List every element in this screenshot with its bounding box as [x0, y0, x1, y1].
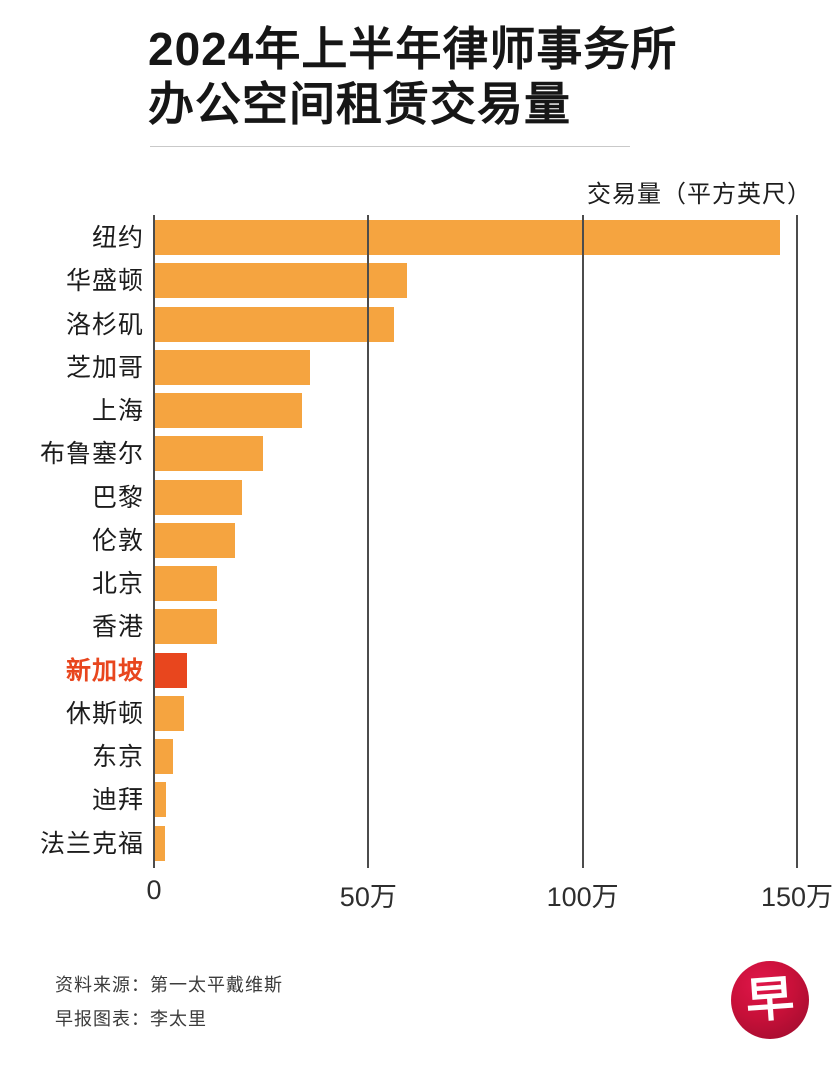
bar — [154, 349, 311, 385]
bar-row-9: 北京 — [92, 566, 812, 601]
category-label: 迪拜 — [91, 786, 144, 815]
credit-note: 早报图表：李太里 — [55, 1009, 207, 1029]
bar-row-6: 布鲁塞尔 — [40, 436, 812, 472]
category-label: 新加坡 — [65, 656, 144, 685]
title-divider — [150, 146, 630, 147]
bar — [154, 479, 242, 515]
category-label: 法兰克福 — [39, 829, 144, 858]
bar-row-13: 东京 — [92, 739, 812, 774]
bar — [154, 609, 217, 645]
gridline-100万 — [581, 215, 584, 868]
bar-row-8: 伦敦 — [92, 522, 812, 558]
x-tick-label: 150万 — [760, 882, 834, 912]
bar-row-5: 上海 — [92, 393, 812, 428]
zaobao-logo: 早 — [731, 961, 809, 1039]
bar — [154, 566, 217, 601]
bar-row-12: 休斯顿 — [66, 695, 812, 731]
footer: 资料来源：第一太平戴维斯 早报图表：李太里 — [55, 968, 283, 1036]
bar-row-10: 香港 — [92, 609, 812, 645]
bar-chart-plot: 0 50万 100万 150万 纽约华盛顿洛杉矶芝加哥上海布鲁塞尔巴黎伦敦北京香港新加坡… — [40, 215, 833, 912]
category-label: 上海 — [91, 397, 144, 425]
bar — [154, 782, 166, 818]
bar — [154, 739, 173, 774]
bar-row-14: 迪拜 — [92, 782, 812, 818]
axis-unit-label: 交易量（平方英尺） — [587, 181, 812, 208]
bar-row-3: 洛杉矶 — [66, 306, 812, 342]
bar — [154, 825, 166, 861]
bar — [154, 436, 264, 472]
bar-row-2: 华盛顿 — [66, 263, 812, 299]
bar-row-4: 芝加哥 — [66, 349, 812, 385]
bar — [154, 220, 780, 255]
source-note: 资料来源：第一太平戴维斯 — [55, 975, 283, 995]
category-label: 巴黎 — [91, 483, 144, 512]
category-label: 华盛顿 — [65, 267, 144, 296]
zaobao-logo-glyph: 早 — [744, 970, 796, 1030]
category-label: 休斯顿 — [65, 699, 144, 728]
bar — [154, 263, 407, 299]
bar-row-7: 巴黎 — [92, 479, 812, 515]
x-tick-label: 50万 — [339, 882, 397, 912]
bar — [154, 695, 184, 731]
category-label: 香港 — [91, 613, 144, 642]
bar — [154, 522, 236, 558]
category-label: 北京 — [91, 570, 144, 598]
x-tick-label: 0 — [146, 875, 162, 905]
gridline-150万 — [796, 215, 798, 868]
category-label: 布鲁塞尔 — [39, 440, 144, 469]
category-label: 东京 — [91, 743, 144, 771]
x-tick-label: 100万 — [546, 882, 619, 912]
gridline-0 — [153, 215, 155, 868]
category-label: 纽约 — [91, 224, 144, 252]
category-label: 芝加哥 — [65, 353, 144, 382]
category-label: 伦敦 — [91, 526, 144, 555]
bar — [154, 652, 187, 688]
bar — [154, 306, 395, 342]
bar-row-15: 法兰克福 — [40, 825, 812, 861]
gridline-50万 — [367, 215, 370, 868]
bar-row-11: 新加坡 — [66, 652, 812, 688]
chart-title-line1: 2024年上半年律师事务所 — [148, 23, 678, 75]
chart-title: 2024年上半年律师事务所 办公空间租赁交易量 — [148, 22, 677, 132]
chart-title-line2: 办公空间租赁交易量 — [148, 78, 571, 130]
category-label: 洛杉矶 — [65, 310, 144, 339]
bar — [154, 393, 302, 428]
bar-row-1: 纽约 — [92, 220, 812, 255]
